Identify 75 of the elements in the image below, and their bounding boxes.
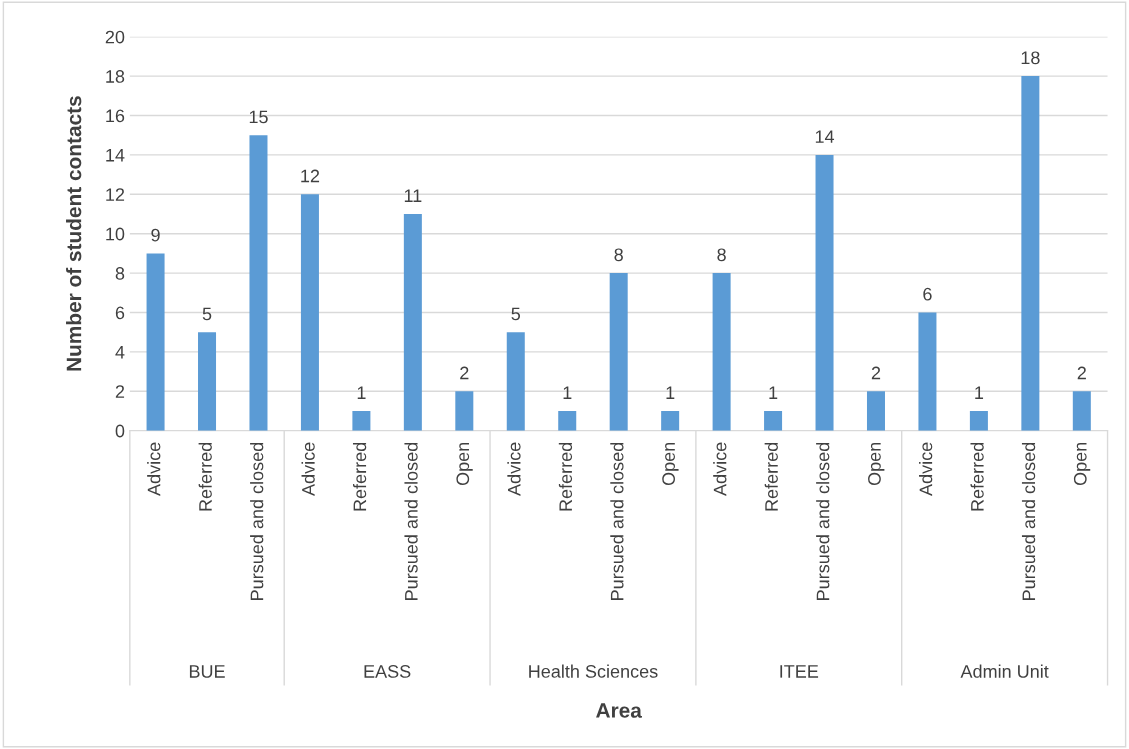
data-label: 5 bbox=[202, 307, 212, 321]
data-label: 15 bbox=[249, 110, 268, 124]
bar bbox=[764, 410, 783, 431]
y-tick-label: 10 bbox=[106, 227, 125, 241]
x-tick-label: Pursued and closed bbox=[816, 442, 830, 600]
x-tick-label: Referred bbox=[352, 442, 367, 511]
data-label: 1 bbox=[666, 386, 675, 399]
y-tick-label: 4 bbox=[115, 346, 125, 359]
y-tick-label: 8 bbox=[115, 267, 125, 280]
bar bbox=[918, 312, 937, 431]
y-axis-title: Number of student contacts bbox=[66, 96, 82, 371]
data-label: 18 bbox=[1021, 51, 1040, 65]
bar bbox=[661, 410, 680, 431]
y-tick-label: 16 bbox=[106, 109, 125, 123]
x-tick-label: Open bbox=[662, 442, 679, 486]
data-label: 1 bbox=[563, 386, 572, 399]
data-label: 2 bbox=[1077, 366, 1086, 380]
x-tick-label: Referred bbox=[764, 442, 778, 511]
y-tick-label: 18 bbox=[106, 70, 125, 83]
bar bbox=[249, 135, 268, 431]
bar bbox=[712, 273, 731, 431]
bar bbox=[455, 391, 474, 431]
bar bbox=[558, 410, 577, 431]
y-tick-label: 6 bbox=[115, 306, 125, 320]
bar bbox=[969, 410, 988, 431]
x-tick-label: Referred bbox=[970, 442, 984, 511]
text: ITEE bbox=[780, 665, 819, 678]
data-label: 1 bbox=[769, 386, 778, 399]
bar bbox=[300, 194, 319, 431]
data-label: 8 bbox=[614, 248, 623, 262]
x-tick-label: Advice bbox=[147, 442, 161, 496]
bar bbox=[866, 391, 885, 431]
data-label: 2 bbox=[871, 366, 881, 380]
y-tick-label: 2 bbox=[115, 385, 125, 398]
y-tick-label: 14 bbox=[106, 149, 125, 162]
bar bbox=[403, 213, 422, 431]
bar bbox=[352, 410, 371, 431]
x-tick-label: Pursued and closed bbox=[610, 442, 624, 600]
text: Health Sciences bbox=[529, 664, 658, 678]
data-label: 2 bbox=[460, 366, 469, 380]
text: Admin Unit bbox=[960, 664, 1049, 678]
x-tick-label: Advice bbox=[919, 442, 933, 496]
text: BUE bbox=[189, 665, 225, 678]
x-tick-label: Advice bbox=[507, 442, 521, 496]
bar bbox=[146, 253, 165, 431]
data-label: 1 bbox=[357, 386, 366, 399]
data-label: 1 bbox=[975, 386, 984, 399]
data-label: 11 bbox=[404, 189, 422, 202]
y-tick-label: 0 bbox=[115, 424, 125, 438]
y-tick-label: 20 bbox=[105, 30, 125, 44]
x-tick-label: Open bbox=[1073, 442, 1091, 486]
bar bbox=[198, 332, 217, 431]
data-label: 6 bbox=[923, 287, 932, 301]
x-tick-label: Advice bbox=[713, 442, 727, 496]
y-tick-label: 12 bbox=[106, 188, 125, 201]
bar bbox=[1072, 391, 1091, 431]
x-tick-label: Open bbox=[456, 442, 473, 486]
data-label: 14 bbox=[815, 130, 835, 143]
data-label: 5 bbox=[511, 307, 521, 321]
bar bbox=[1021, 76, 1040, 431]
x-tick-label: Referred bbox=[198, 442, 212, 511]
x-tick-label: Advice bbox=[301, 442, 315, 496]
data-label: 9 bbox=[151, 228, 160, 242]
bar bbox=[815, 154, 834, 431]
text: EASS bbox=[364, 665, 411, 678]
bar bbox=[506, 332, 525, 431]
x-tick-label: Open bbox=[868, 442, 885, 486]
data-label: 12 bbox=[301, 169, 320, 183]
x-tick-label: Pursued and closed bbox=[404, 442, 418, 600]
bar bbox=[609, 273, 628, 431]
data-label: 8 bbox=[717, 248, 726, 262]
x-tick-label: Referred bbox=[558, 442, 573, 511]
x-tick-label: Pursued and closed bbox=[1021, 442, 1036, 600]
x-tick-label: Pursued and closed bbox=[250, 442, 264, 600]
x-axis-title: Area bbox=[596, 703, 642, 718]
